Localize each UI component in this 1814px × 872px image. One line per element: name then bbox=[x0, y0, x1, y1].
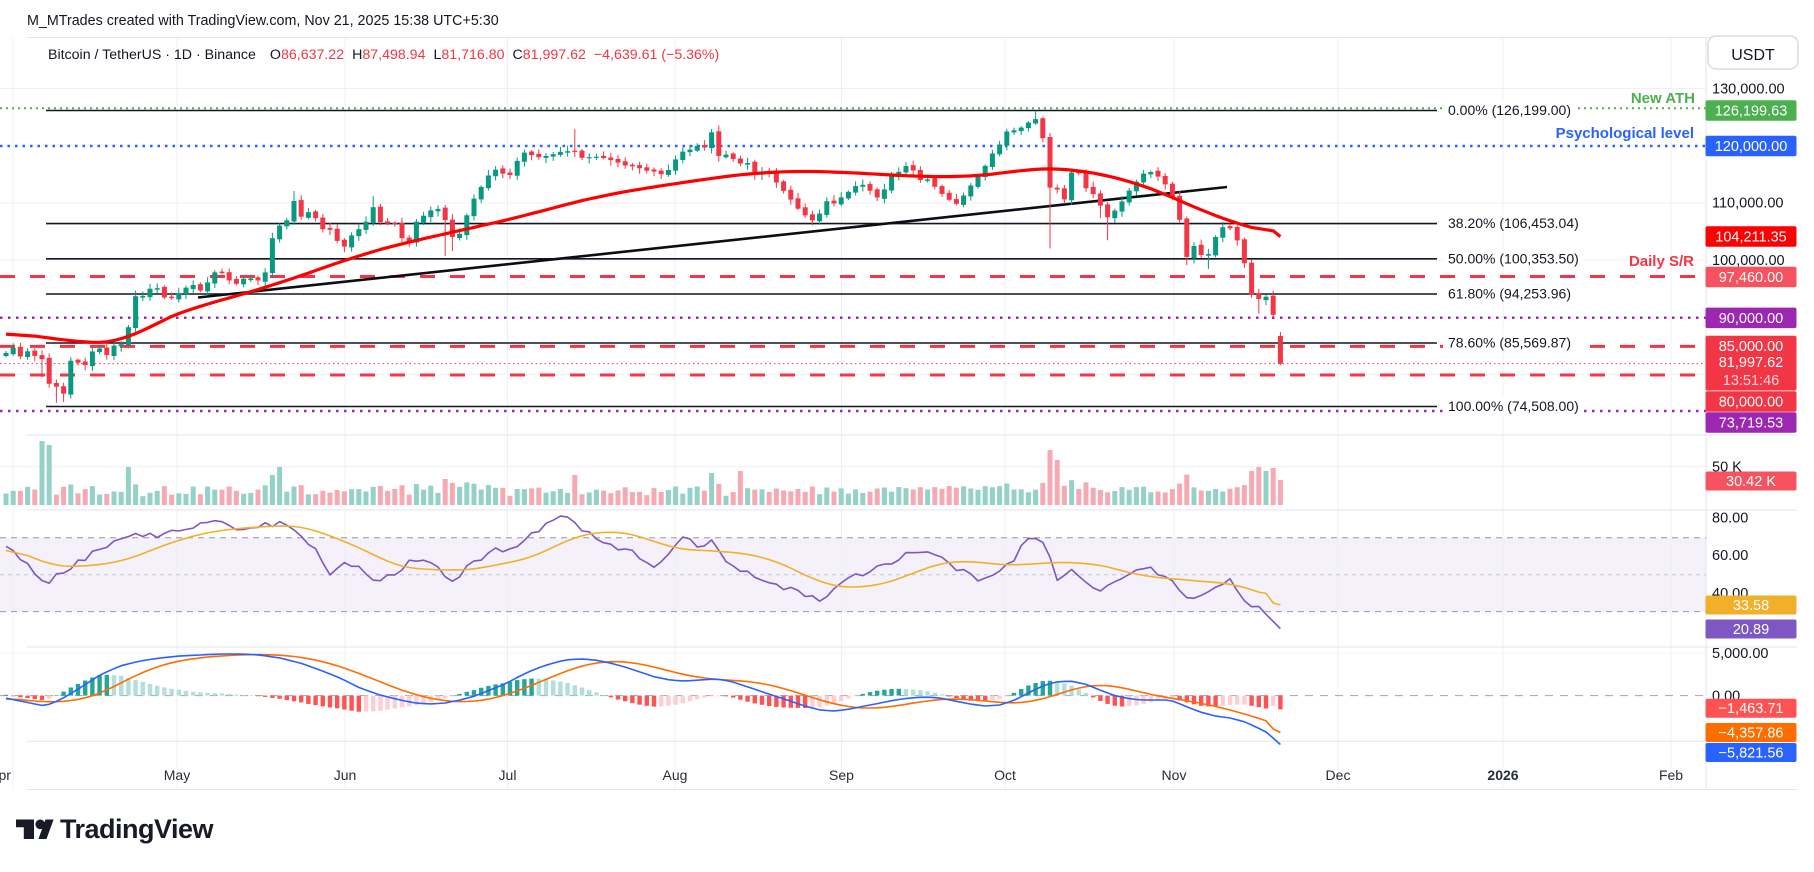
svg-text:81,997.62: 81,997.62 bbox=[1719, 355, 1784, 371]
svg-text:Aug: Aug bbox=[663, 767, 688, 783]
svg-text:110,000.00: 110,000.00 bbox=[1712, 196, 1784, 212]
svg-text:61.80% (94,253.96): 61.80% (94,253.96) bbox=[1448, 286, 1571, 302]
svg-text:78.60% (85,569.87): 78.60% (85,569.87) bbox=[1448, 335, 1571, 351]
svg-text:TradingView: TradingView bbox=[60, 814, 215, 844]
svg-text:90,000.00: 90,000.00 bbox=[1719, 311, 1784, 327]
svg-text:104,211.35: 104,211.35 bbox=[1715, 229, 1787, 245]
svg-text:13:51:46: 13:51:46 bbox=[1723, 373, 1779, 389]
svg-text:80,000.00: 80,000.00 bbox=[1719, 395, 1784, 411]
svg-text:New ATH: New ATH bbox=[1631, 90, 1695, 107]
svg-text:33.58: 33.58 bbox=[1733, 598, 1769, 614]
svg-text:50.00% (100,353.50): 50.00% (100,353.50) bbox=[1448, 250, 1579, 266]
svg-text:Apr: Apr bbox=[0, 767, 11, 783]
svg-text:80.00: 80.00 bbox=[1712, 511, 1748, 527]
svg-text:130,000.00: 130,000.00 bbox=[1712, 82, 1785, 98]
svg-text:100.00% (74,508.00): 100.00% (74,508.00) bbox=[1448, 398, 1579, 414]
svg-text:Sep: Sep bbox=[829, 767, 854, 783]
svg-text:Jun: Jun bbox=[334, 767, 357, 783]
svg-text:30.42 K: 30.42 K bbox=[1726, 474, 1776, 490]
svg-text:Jul: Jul bbox=[499, 767, 517, 783]
svg-text:USDT: USDT bbox=[1731, 47, 1775, 64]
svg-text:73,719.53: 73,719.53 bbox=[1719, 416, 1784, 432]
svg-text:100,000.00: 100,000.00 bbox=[1712, 253, 1785, 269]
svg-text:Dec: Dec bbox=[1326, 767, 1351, 783]
svg-text:120,000.00: 120,000.00 bbox=[1715, 139, 1788, 155]
svg-text:May: May bbox=[164, 767, 190, 783]
svg-text:60.00: 60.00 bbox=[1712, 548, 1748, 564]
svg-text:0.00% (126,199.00): 0.00% (126,199.00) bbox=[1448, 102, 1571, 118]
svg-text:5,000.00: 5,000.00 bbox=[1712, 646, 1768, 662]
svg-text:126,199.63: 126,199.63 bbox=[1715, 103, 1788, 119]
svg-text:Nov: Nov bbox=[1162, 767, 1187, 783]
svg-text:2026: 2026 bbox=[1487, 767, 1518, 783]
svg-text:20.89: 20.89 bbox=[1733, 622, 1769, 638]
svg-text:Daily S/R: Daily S/R bbox=[1629, 253, 1694, 270]
svg-text:Psychological level: Psychological level bbox=[1556, 125, 1694, 142]
svg-text:−5,821.56: −5,821.56 bbox=[1719, 746, 1784, 762]
svg-text:−4,357.86: −4,357.86 bbox=[1719, 726, 1784, 742]
svg-text:Feb: Feb bbox=[1659, 767, 1683, 783]
svg-text:97,460.00: 97,460.00 bbox=[1719, 270, 1784, 286]
svg-text:Oct: Oct bbox=[994, 767, 1016, 783]
svg-text:Bitcoin / TetherUS · 1D · Bina: Bitcoin / TetherUS · 1D · Binance O86,637… bbox=[48, 47, 719, 63]
svg-text:M_MTrades created with Trading: M_MTrades created with TradingView.com, … bbox=[27, 13, 499, 29]
svg-text:85,000.00: 85,000.00 bbox=[1719, 339, 1784, 355]
svg-text:38.20% (106,453.04): 38.20% (106,453.04) bbox=[1448, 215, 1579, 231]
svg-text:−1,463.71: −1,463.71 bbox=[1719, 701, 1784, 717]
